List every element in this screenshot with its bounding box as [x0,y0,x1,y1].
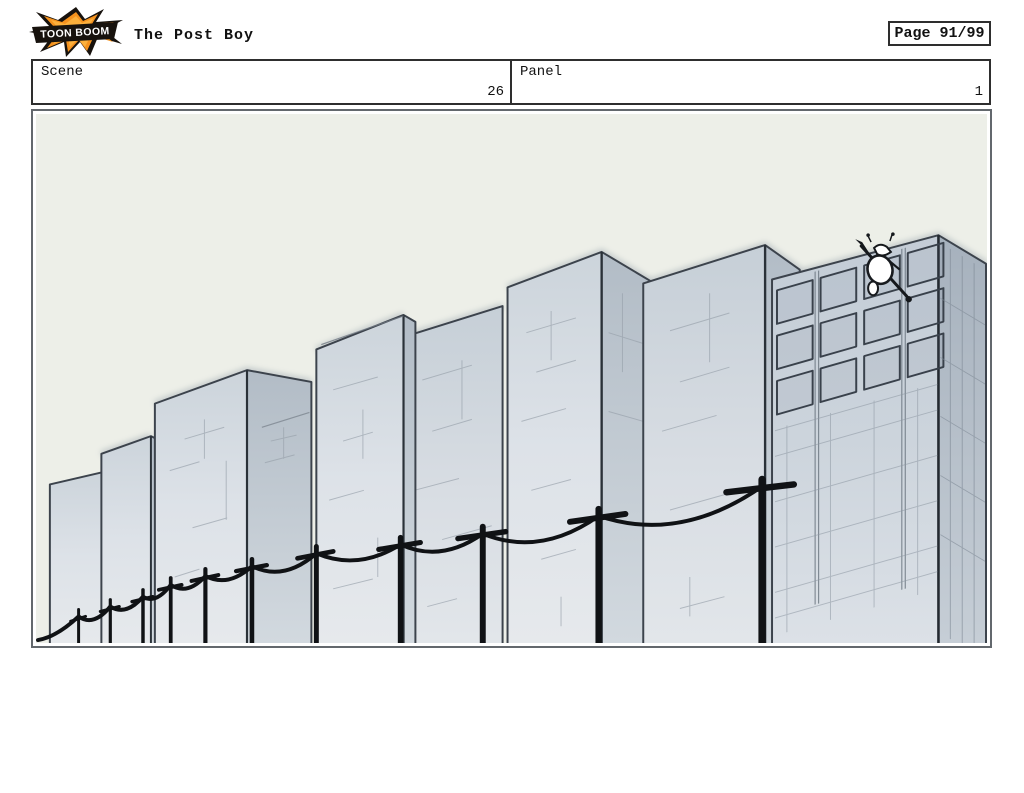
storyboard-panel [31,109,992,648]
storyboard-title: The Post Boy [134,27,255,44]
building-7 [506,250,653,643]
building-9-windows [775,241,945,633]
building-9-side-grid [940,248,986,643]
building-6 [397,305,504,643]
logo-band [32,22,118,43]
building-9 [771,234,987,643]
scene-label: Scene [41,64,84,80]
page-indicator: Page 91/99 [888,21,991,46]
scene-cell: Scene 26 [33,61,510,103]
scene-value: 26 [487,84,504,100]
leaping-character [855,232,912,303]
panel-artwork [36,114,987,643]
city-buildings [48,234,987,643]
panel-value: 1 [974,84,983,100]
panel-label: Panel [520,64,563,80]
panel-cell: Panel 1 [510,61,989,103]
logo-text: TOON BOOM [40,25,110,41]
info-table: Scene 26 Panel 1 [31,59,991,105]
power-line [36,484,765,643]
building-3 [153,369,313,643]
toonboom-logo-icon: TOON BOOM [29,7,123,57]
